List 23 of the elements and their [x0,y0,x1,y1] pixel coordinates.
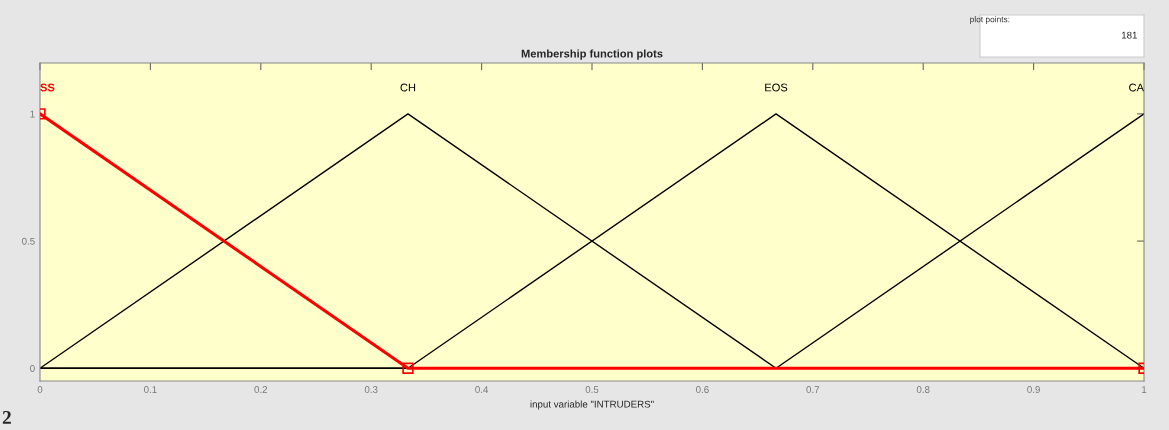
y-tick-label: 0 [30,365,35,372]
x-tick-label: 0.7 [806,386,820,393]
x-axis-title: input variable "INTRUDERS" [530,400,654,410]
x-tick-label: 0.4 [475,386,489,393]
x-tick-label: 0.9 [1027,386,1040,393]
x-tick-label: 0.1 [144,386,157,393]
x-tick-label: 0.2 [254,386,268,393]
text: plot points: [970,16,1010,24]
text: EOS [765,83,788,92]
text: 2 [2,410,11,424]
text: 181 [1121,31,1137,39]
x-tick-label: 1 [1142,386,1147,393]
x-tick-label: 0.5 [585,386,599,393]
chart-title: Membership function plots [521,49,663,60]
x-tick-label: 0.8 [916,386,930,393]
text: CH [400,83,416,92]
x-tick-label: 0 [37,386,43,393]
y-tick-label: 1 [30,110,35,118]
x-tick-label: 0.6 [696,386,709,393]
text: CA [1129,83,1144,92]
series-label: SS [40,83,55,92]
y-tick-label: 0.5 [22,237,35,245]
x-tick-label: 0.3 [364,386,378,393]
